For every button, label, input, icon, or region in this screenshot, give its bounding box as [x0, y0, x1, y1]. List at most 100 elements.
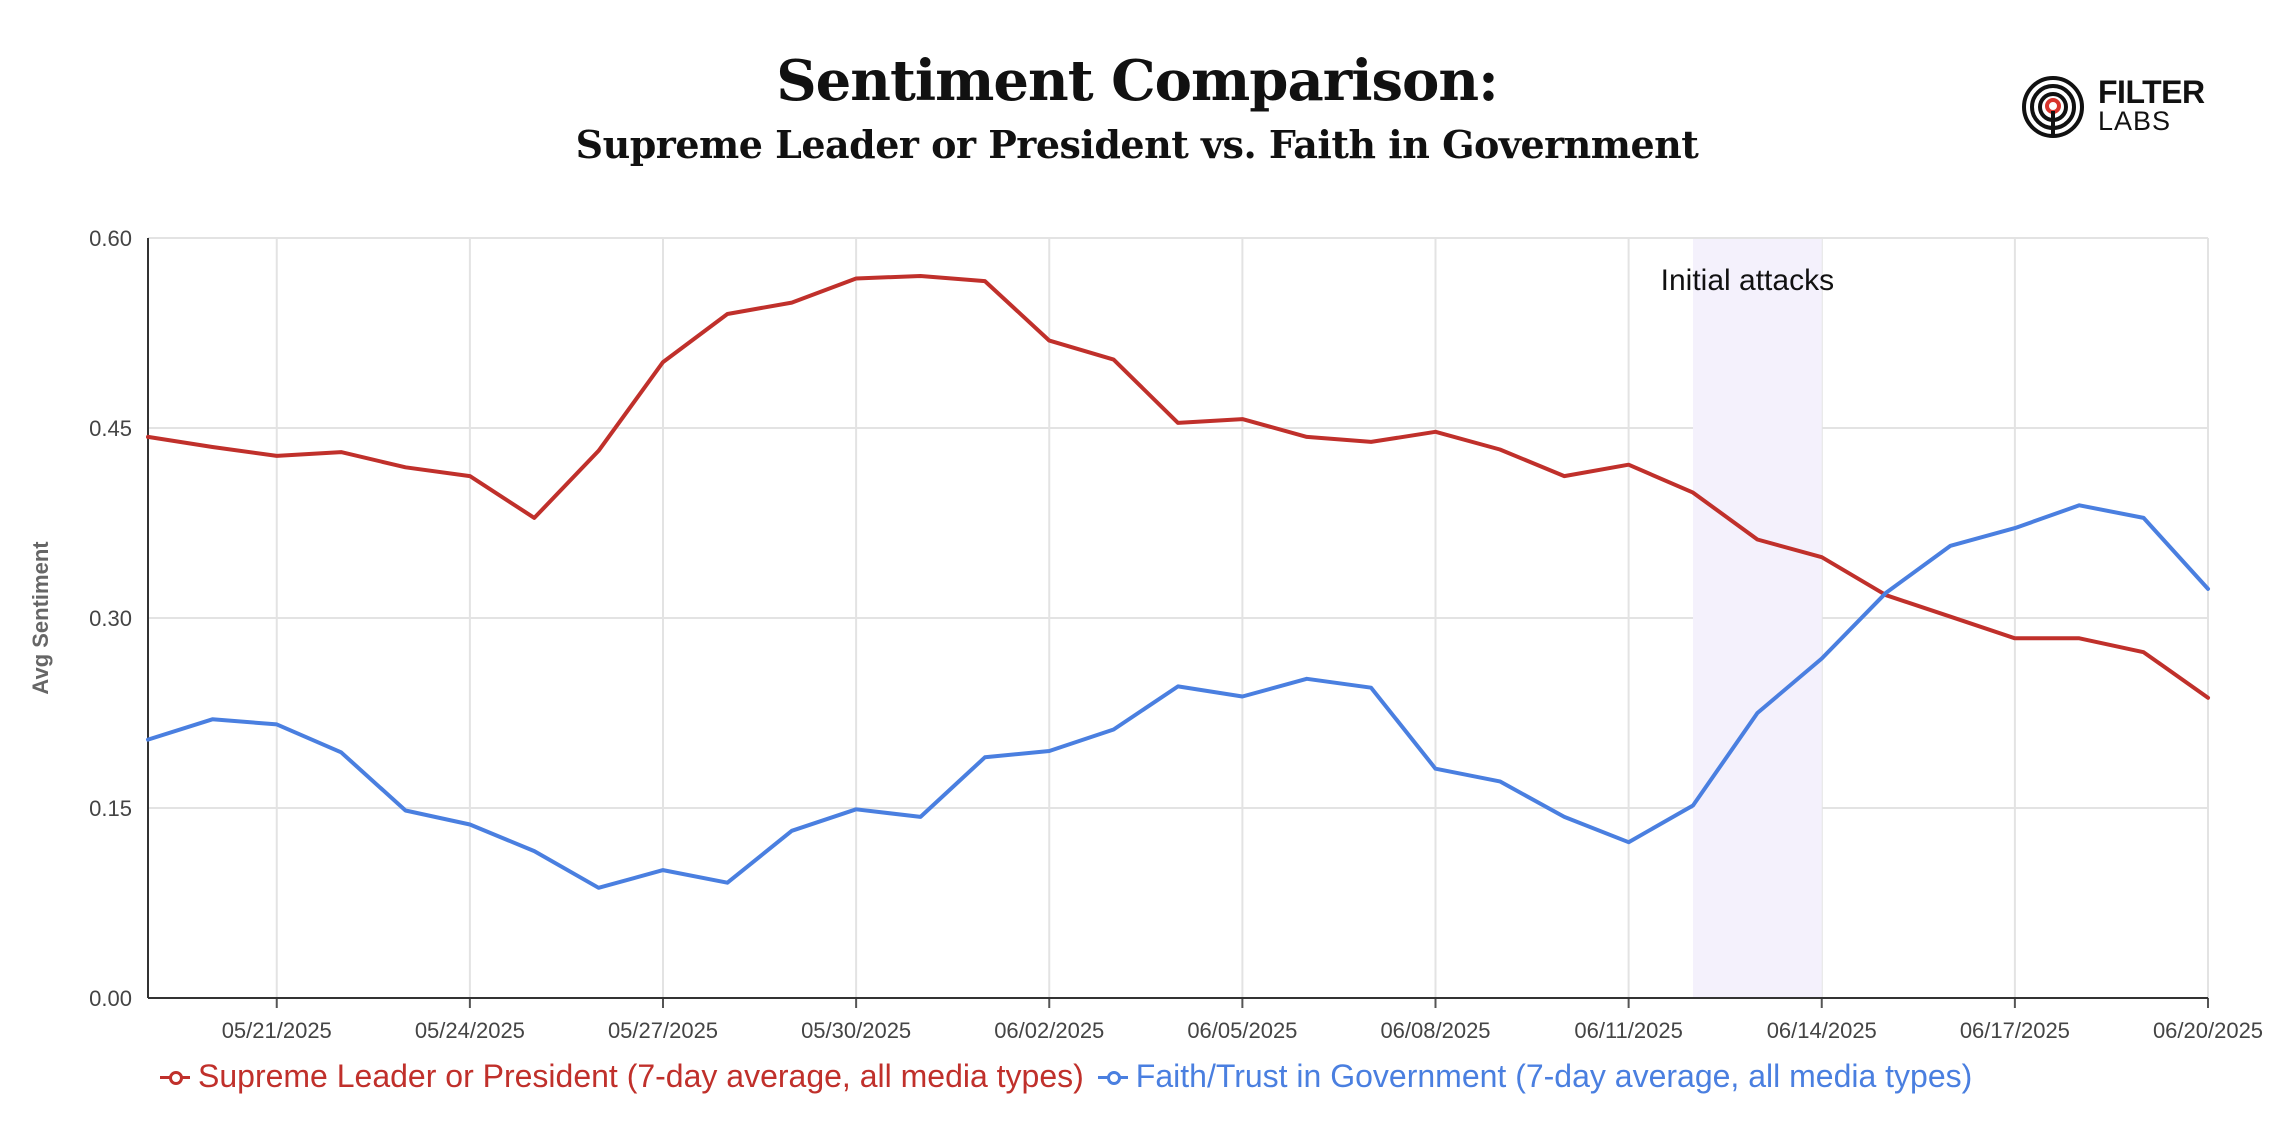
data-point	[725, 312, 729, 316]
data-point	[661, 360, 665, 364]
y-axis-title: Avg Sentiment	[28, 541, 53, 695]
data-point	[2142, 516, 2146, 520]
data-point	[2077, 636, 2081, 640]
data-point	[146, 738, 150, 742]
data-point	[404, 465, 408, 469]
data-point	[983, 279, 987, 283]
data-point	[2077, 503, 2081, 507]
chart-subtitle: Supreme Leader or President vs. Faith in…	[575, 122, 1699, 167]
x-tick-label: 06/08/2025	[1380, 1018, 1490, 1043]
chart-title: Sentiment Comparison:	[776, 48, 1499, 114]
legend-swatch-blue	[1097, 1070, 1128, 1085]
data-point	[1176, 421, 1180, 425]
data-point	[1112, 358, 1116, 362]
data-point	[532, 849, 536, 853]
logo-text-filter: FILTER	[2098, 74, 2205, 110]
series-points-0	[146, 274, 2210, 700]
x-tick-label: 06/17/2025	[1960, 1018, 2070, 1043]
legend-label-supreme-leader: Supreme Leader or President (7-day avera…	[198, 1058, 1084, 1094]
y-tick-label: 0.30	[89, 606, 132, 631]
data-point	[790, 829, 794, 833]
x-tick-label: 06/14/2025	[1767, 1018, 1877, 1043]
data-point	[404, 809, 408, 813]
y-tick-label: 0.45	[89, 416, 132, 441]
series-line-faith-government	[146, 503, 2210, 890]
data-point	[854, 807, 858, 811]
annotation-layer: Initial attacks	[1661, 239, 1834, 998]
x-tick-label: 06/20/2025	[2153, 1018, 2263, 1043]
grid-layer	[148, 237, 2209, 998]
legend-swatch-red	[160, 1070, 190, 1085]
legend-item-faith-government[interactable]: Faith/Trust in Government (7-day average…	[1097, 1058, 1973, 1095]
data-point	[2206, 696, 2210, 700]
series-line-supreme-leader	[146, 274, 2210, 700]
data-point	[2013, 526, 2017, 530]
data-point	[1820, 657, 1824, 661]
data-point	[1884, 591, 1888, 595]
data-point	[919, 815, 923, 819]
data-point	[1047, 749, 1051, 753]
chart-header: Sentiment Comparison: Supreme Leader or …	[0, 48, 2274, 170]
data-point	[339, 750, 343, 754]
series-points-1	[146, 503, 2210, 890]
data-point	[532, 516, 536, 520]
data-point	[210, 445, 214, 449]
data-point	[597, 886, 601, 890]
data-point	[1627, 840, 1631, 844]
data-point	[1112, 727, 1116, 731]
data-point	[468, 822, 472, 826]
data-point	[2206, 587, 2210, 591]
filter-labs-logo: FILTER LABS	[2020, 74, 2230, 140]
x-tick-label: 06/02/2025	[994, 1018, 1104, 1043]
data-point	[1369, 686, 1373, 690]
data-point	[1240, 695, 1244, 699]
x-tick-label: 06/11/2025	[1574, 1018, 1682, 1043]
x-tick-label: 05/27/2025	[608, 1018, 718, 1043]
data-point	[1176, 684, 1180, 688]
data-point	[725, 881, 729, 885]
data-point	[210, 717, 214, 721]
data-point	[1820, 555, 1824, 559]
data-point	[1562, 474, 1566, 478]
data-point	[983, 755, 987, 759]
data-point	[1305, 435, 1309, 439]
data-point	[146, 435, 150, 439]
data-point	[1240, 417, 1244, 421]
data-point	[1498, 779, 1502, 783]
data-point	[1755, 537, 1759, 541]
data-point	[2142, 650, 2146, 654]
y-tick-label: 0.00	[89, 986, 132, 1011]
chart-legend: Supreme Leader or President (7-day avera…	[160, 1058, 1986, 1095]
data-point	[1949, 615, 1953, 619]
series-layer	[146, 274, 2210, 890]
data-point	[468, 474, 472, 478]
data-point	[790, 301, 794, 305]
legend-label-faith-government: Faith/Trust in Government (7-day average…	[1135, 1058, 1973, 1094]
data-point	[1691, 803, 1695, 807]
logo-text-labs: LABS	[2098, 106, 2172, 136]
data-point	[661, 868, 665, 872]
data-point	[597, 449, 601, 453]
data-point	[1627, 463, 1631, 467]
data-point	[275, 722, 279, 726]
data-point	[1369, 440, 1373, 444]
data-point	[1434, 767, 1438, 771]
y-tick-label: 0.15	[89, 796, 132, 821]
data-point	[1949, 544, 1953, 548]
data-point	[1562, 815, 1566, 819]
annotation-label: Initial attacks	[1661, 264, 1834, 297]
data-point	[1434, 430, 1438, 434]
data-point	[2013, 636, 2017, 640]
x-tick-label: 06/05/2025	[1187, 1018, 1297, 1043]
legend-item-supreme-leader[interactable]: Supreme Leader or President (7-day avera…	[160, 1058, 1084, 1095]
data-point	[275, 454, 279, 458]
annotation-band	[1693, 239, 1822, 998]
data-point	[919, 274, 923, 278]
data-point	[1305, 677, 1309, 681]
data-point	[339, 450, 343, 454]
data-point	[854, 277, 858, 281]
x-tick-label: 05/24/2025	[415, 1018, 525, 1043]
filter-labs-target-icon	[2022, 76, 2084, 138]
axis-layer: 0.00 0.15 0.30 0.45 0.60 05/21/2025 05/24/2025…	[28, 226, 2263, 1043]
